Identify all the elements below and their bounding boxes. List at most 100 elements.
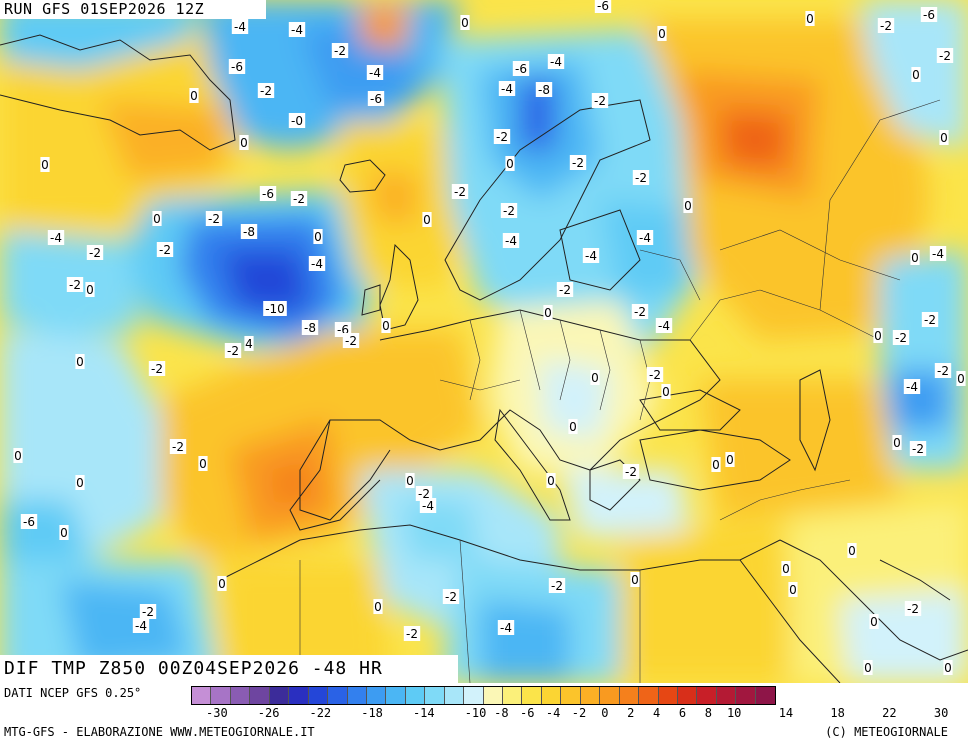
anomaly-label: -4 <box>498 81 516 96</box>
anomaly-label: 0 <box>75 354 85 369</box>
anomaly-label: -2 <box>493 129 511 144</box>
anomaly-label: 0 <box>460 15 470 30</box>
legend-swatch <box>522 687 542 704</box>
anomaly-label: -2 <box>156 242 174 257</box>
anomaly-label: -2 <box>591 93 609 108</box>
anomaly-label: -4 <box>502 233 520 248</box>
legend-tick-label: -6 <box>520 706 535 720</box>
anomaly-value-labels: -4 -4-2-6 -4-2-60-000-6-6 -4-4 -8-200 -2-6-20… <box>13 0 966 675</box>
svg-text:0: 0 <box>76 355 84 369</box>
anomaly-label: 0 <box>59 525 69 540</box>
anomaly-field <box>0 0 968 683</box>
anomaly-label: -2 <box>205 211 223 226</box>
svg-text:-2: -2 <box>227 344 239 358</box>
svg-text:-6: -6 <box>262 187 274 201</box>
svg-text:0: 0 <box>726 453 734 467</box>
svg-text:-2: -2 <box>907 602 919 616</box>
anomaly-label: 0 <box>590 370 600 385</box>
svg-text:0: 0 <box>41 158 49 172</box>
svg-text:-6: -6 <box>597 0 609 13</box>
svg-text:0: 0 <box>382 319 390 333</box>
svg-text:0: 0 <box>153 212 161 226</box>
svg-text:-8: -8 <box>243 225 255 239</box>
anomaly-label: -8 <box>240 224 258 239</box>
svg-text:-4: -4 <box>550 55 562 69</box>
svg-text:-2: -2 <box>406 627 418 641</box>
svg-text:-8: -8 <box>538 83 550 97</box>
legend-swatch <box>619 687 640 704</box>
svg-text:0: 0 <box>912 68 920 82</box>
legend-swatch <box>600 687 620 704</box>
svg-text:0: 0 <box>544 306 552 320</box>
anomaly-label: -8 <box>301 320 319 335</box>
legend-swatch <box>386 687 406 704</box>
anomaly-label: 0 <box>189 88 199 103</box>
svg-text:-2: -2 <box>939 49 951 63</box>
svg-text:-2: -2 <box>503 204 515 218</box>
anomaly-label: 0 <box>683 198 693 213</box>
anomaly-label: -2 <box>921 312 939 327</box>
svg-text:-4: -4 <box>291 23 303 37</box>
svg-text:0: 0 <box>60 526 68 540</box>
legend-tick-label: -8 <box>494 706 509 720</box>
anomaly-label: -2 <box>224 343 242 358</box>
anomaly-label: -2 <box>169 439 187 454</box>
svg-text:-4: -4 <box>585 249 597 263</box>
anomaly-label: -6 <box>594 0 612 13</box>
anomaly-label: 0 <box>217 576 227 591</box>
legend-swatch <box>716 687 737 704</box>
coastline-outlines <box>0 34 968 683</box>
anomaly-label: 0 <box>781 561 791 576</box>
legend-tick-label: -30 <box>206 706 228 720</box>
legend-swatch <box>483 687 503 704</box>
svg-text:-2: -2 <box>880 19 892 33</box>
svg-text:-2: -2 <box>69 278 81 292</box>
svg-text:-8: -8 <box>304 321 316 335</box>
legend-swatch <box>250 687 270 704</box>
anomaly-label: -2 <box>556 282 574 297</box>
anomaly-label: -8 <box>535 82 553 97</box>
svg-text:-2: -2 <box>208 212 220 226</box>
anomaly-label: -6 <box>920 7 938 22</box>
svg-text:-6: -6 <box>515 62 527 76</box>
svg-text:-2: -2 <box>260 84 272 98</box>
anomaly-label: -2 <box>331 43 349 58</box>
svg-text:-6: -6 <box>337 323 349 337</box>
svg-text:-4: -4 <box>639 231 651 245</box>
legend-tick-label: -22 <box>309 706 332 720</box>
anomaly-label: 0 <box>543 305 553 320</box>
svg-text:0: 0 <box>911 251 919 265</box>
svg-text:-2: -2 <box>496 130 508 144</box>
anomaly-label: -2 <box>548 578 566 593</box>
anomaly-label: -6 <box>512 61 530 76</box>
svg-text:0: 0 <box>14 449 22 463</box>
anomaly-label: 0 <box>630 572 640 587</box>
anomaly-label: -2 <box>904 601 922 616</box>
svg-text:-4: -4 <box>906 380 918 394</box>
svg-text:0: 0 <box>957 372 965 386</box>
svg-text:-10: -10 <box>265 302 285 316</box>
legend-swatch <box>580 687 601 704</box>
svg-text:-2: -2 <box>634 305 646 319</box>
anomaly-label: -4 <box>132 618 150 633</box>
anomaly-label: 0 <box>239 135 249 150</box>
svg-text:-2: -2 <box>151 362 163 376</box>
anomaly-label: -4 <box>419 498 437 513</box>
legend-tick-label: 30 <box>933 706 949 720</box>
svg-text:-2: -2 <box>649 368 661 382</box>
anomaly-label: -4 <box>547 54 565 69</box>
svg-text:-4: -4 <box>135 619 147 633</box>
anomaly-label: 0 <box>725 452 735 467</box>
svg-text:0: 0 <box>789 583 797 597</box>
anomaly-label: 0 <box>75 475 85 490</box>
svg-text:0: 0 <box>864 661 872 675</box>
svg-text:0: 0 <box>782 562 790 576</box>
anomaly-label: 0 <box>847 543 857 558</box>
svg-text:-2: -2 <box>89 246 101 260</box>
anomaly-label: -6 <box>228 59 246 74</box>
anomaly-label: -6 <box>259 186 277 201</box>
anomaly-label: 0 <box>505 156 515 171</box>
legend-tick-label: 4 <box>652 706 661 720</box>
anomaly-label: 0 <box>40 157 50 172</box>
anomaly-label: -0 <box>288 113 306 128</box>
